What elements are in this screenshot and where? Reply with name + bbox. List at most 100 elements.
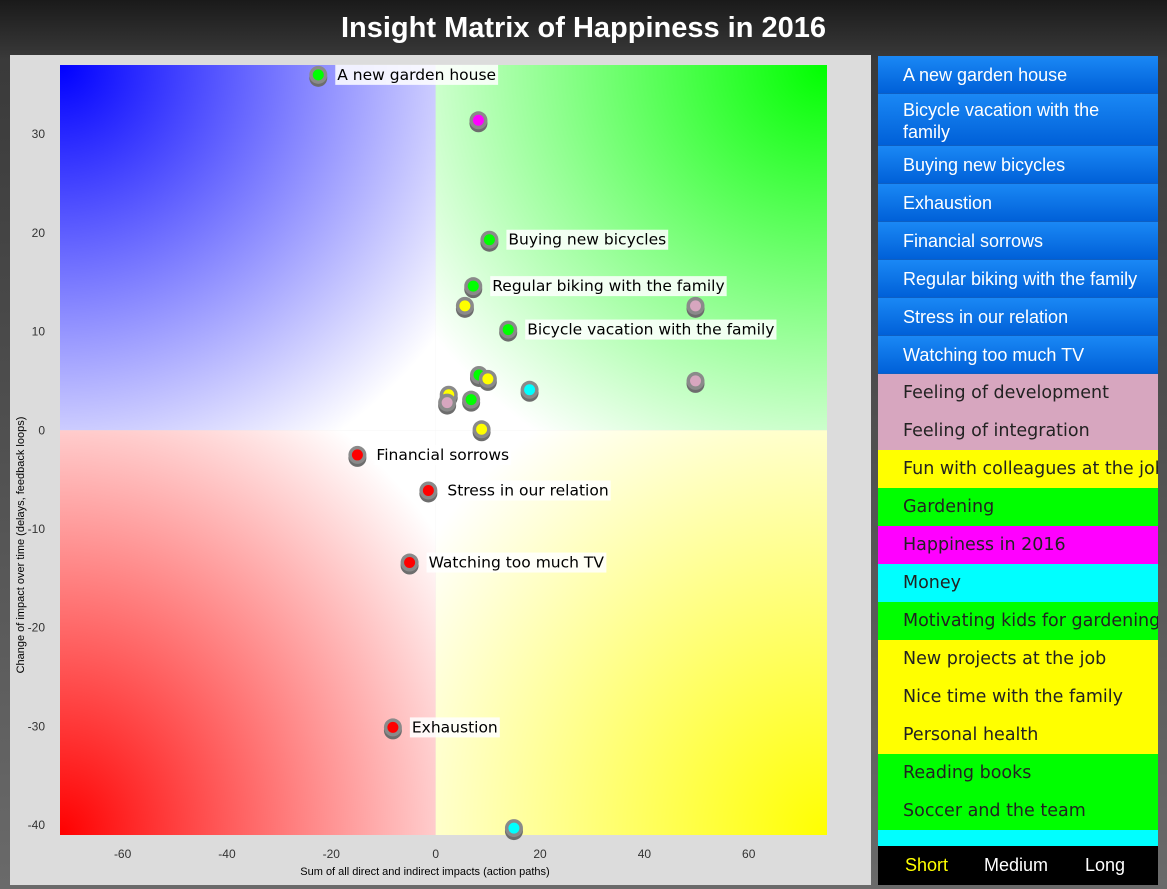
sidebar-item[interactable]: Feeling of integration	[878, 412, 1158, 450]
data-point-label: Regular biking with the family	[492, 277, 724, 295]
y-tick-label: 10	[32, 325, 46, 339]
tab-short[interactable]: Short	[905, 855, 949, 875]
sidebar-item[interactable]: Buying new bicycles	[878, 146, 1158, 184]
data-point-label-background	[335, 64, 499, 85]
data-points: A new garden house Buying new bicycles Reg…	[309, 64, 777, 841]
sidebar-item[interactable]: Motivating kids for gardening	[878, 602, 1158, 640]
sidebar-item[interactable]: Nice time with the family	[878, 678, 1158, 716]
data-point-marker[interactable]	[422, 484, 434, 496]
data-point-label-background	[426, 552, 607, 573]
page-title: Insight Matrix of Happiness in 2016	[340, 12, 827, 44]
data-point-marker[interactable]	[690, 375, 702, 387]
data-point-marker[interactable]	[459, 300, 471, 312]
sidebar-item[interactable]: Bicycle vacation with the family	[878, 94, 1158, 146]
data-point-label-background	[506, 229, 669, 250]
data-point-marker[interactable]	[467, 280, 479, 292]
data-point[interactable]: Regular biking with the family	[464, 276, 727, 299]
sidebar-item[interactable]: Financial sorrows	[878, 222, 1158, 260]
data-point[interactable]	[438, 393, 457, 415]
sidebar-item[interactable]: Feeling of development	[878, 374, 1158, 412]
data-point-marker[interactable]	[472, 114, 484, 126]
sidebar-item[interactable]: Exhaustion	[878, 184, 1158, 222]
x-axis-label: Sum of all direct and indirect impacts (…	[300, 866, 549, 878]
data-point-label-background	[490, 276, 727, 297]
data-point[interactable]	[504, 819, 523, 841]
sidebar-item[interactable]: Personal health	[878, 716, 1158, 754]
item-list-sidebar[interactable]: A new garden house Bicycle vacation with …	[878, 56, 1158, 846]
x-tick-label: -40	[218, 847, 236, 861]
time-horizon-tabs: Short Medium Long	[878, 846, 1158, 885]
data-point[interactable]	[462, 390, 481, 412]
data-point[interactable]: Watching too much TV	[400, 552, 607, 575]
data-point-marker[interactable]	[387, 721, 399, 733]
data-point[interactable]	[469, 111, 488, 133]
sidebar-item[interactable]: Reading books	[878, 754, 1158, 792]
y-tick-label: -40	[28, 818, 46, 832]
data-point-label: Bicycle vacation with the family	[527, 321, 774, 339]
x-tick-label: 40	[638, 847, 652, 861]
sidebar-item[interactable]: Gardening	[878, 488, 1158, 526]
sidebar-item[interactable]: Money	[878, 564, 1158, 602]
data-point-marker[interactable]	[483, 234, 495, 246]
data-point[interactable]	[455, 296, 474, 318]
data-point-label: Buying new bicycles	[508, 231, 666, 249]
data-point[interactable]: Buying new bicycles	[480, 229, 669, 252]
data-point-label: Exhaustion	[412, 718, 498, 736]
data-point-label: Watching too much TV	[429, 554, 605, 572]
data-point[interactable]: Financial sorrows	[348, 444, 512, 467]
sidebar-item[interactable]: A new garden house	[878, 56, 1158, 94]
data-point-marker[interactable]	[502, 324, 514, 336]
sidebar-item[interactable]: New projects at the job	[878, 640, 1158, 678]
data-point-marker[interactable]	[482, 373, 494, 385]
data-point[interactable]	[472, 420, 491, 442]
quadrant-top-left	[60, 65, 436, 431]
y-tick-label: 30	[32, 127, 46, 141]
data-point[interactable]	[686, 296, 705, 318]
data-point-marker[interactable]	[351, 449, 363, 461]
data-point-marker[interactable]	[441, 397, 453, 409]
axes: -60 -40 -20 0 20 40 60 -40 -30 -20 -10 0 10 20 30	[28, 127, 756, 861]
sidebar-item[interactable]: Fun with colleagues at the job	[878, 450, 1158, 488]
data-point-label-background	[374, 444, 512, 465]
data-point-label-background	[525, 319, 777, 340]
y-axis-label: Change of impact over time (delays, feed…	[15, 417, 27, 674]
data-point[interactable]: A new garden house	[309, 64, 499, 87]
data-point-label-background	[445, 480, 611, 501]
sidebar-item[interactable]: Stress in our relation	[878, 298, 1158, 336]
y-tick-label: -30	[28, 719, 46, 733]
y-tick-label: -10	[28, 522, 46, 536]
data-point-marker[interactable]	[465, 394, 477, 406]
x-tick-label: -60	[114, 847, 132, 861]
sidebar-item[interactable]: Regular biking with the family	[878, 260, 1158, 298]
quadrant-bottom-left	[60, 430, 436, 835]
data-point-marker[interactable]	[476, 423, 488, 435]
data-point-marker[interactable]	[508, 822, 520, 834]
data-point-marker[interactable]	[404, 557, 416, 569]
chart-svg: -60 -40 -20 0 20 40 60 -40 -30 -20 -10 0 10 20 30 A ne…	[15, 64, 827, 878]
y-tick-label: 0	[38, 423, 45, 437]
y-tick-label: 20	[32, 226, 46, 240]
data-point[interactable]	[686, 371, 705, 393]
tab-long[interactable]: Long	[1085, 855, 1126, 875]
tab-medium[interactable]: Medium	[984, 855, 1049, 875]
y-tick-label: -20	[28, 621, 46, 635]
data-point[interactable]: Stress in our relation	[419, 480, 611, 503]
x-tick-label: 60	[742, 847, 756, 861]
x-tick-label: 0	[432, 847, 439, 861]
x-tick-label: 20	[533, 847, 547, 861]
data-point-marker[interactable]	[524, 384, 536, 396]
data-point[interactable]	[520, 380, 539, 402]
sidebar-item[interactable]: Soccer and the team	[878, 792, 1158, 830]
data-point-label: Stress in our relation	[447, 481, 608, 499]
sidebar-item[interactable]: Watching too much TV	[878, 336, 1158, 374]
data-point-marker[interactable]	[312, 69, 324, 81]
data-point-label: A new garden house	[337, 66, 496, 84]
data-point-label: Financial sorrows	[376, 446, 509, 464]
x-tick-label: -20	[323, 847, 341, 861]
data-point[interactable]: Exhaustion	[383, 717, 500, 740]
sidebar-item[interactable]: Happiness in 2016	[878, 526, 1158, 564]
data-point[interactable]: Bicycle vacation with the family	[499, 319, 777, 342]
data-point-marker[interactable]	[690, 300, 702, 312]
data-point[interactable]	[478, 369, 497, 391]
insight-matrix-chart: -60 -40 -20 0 20 40 60 -40 -30 -20 -10 0 10 20 30 A ne…	[10, 55, 871, 885]
